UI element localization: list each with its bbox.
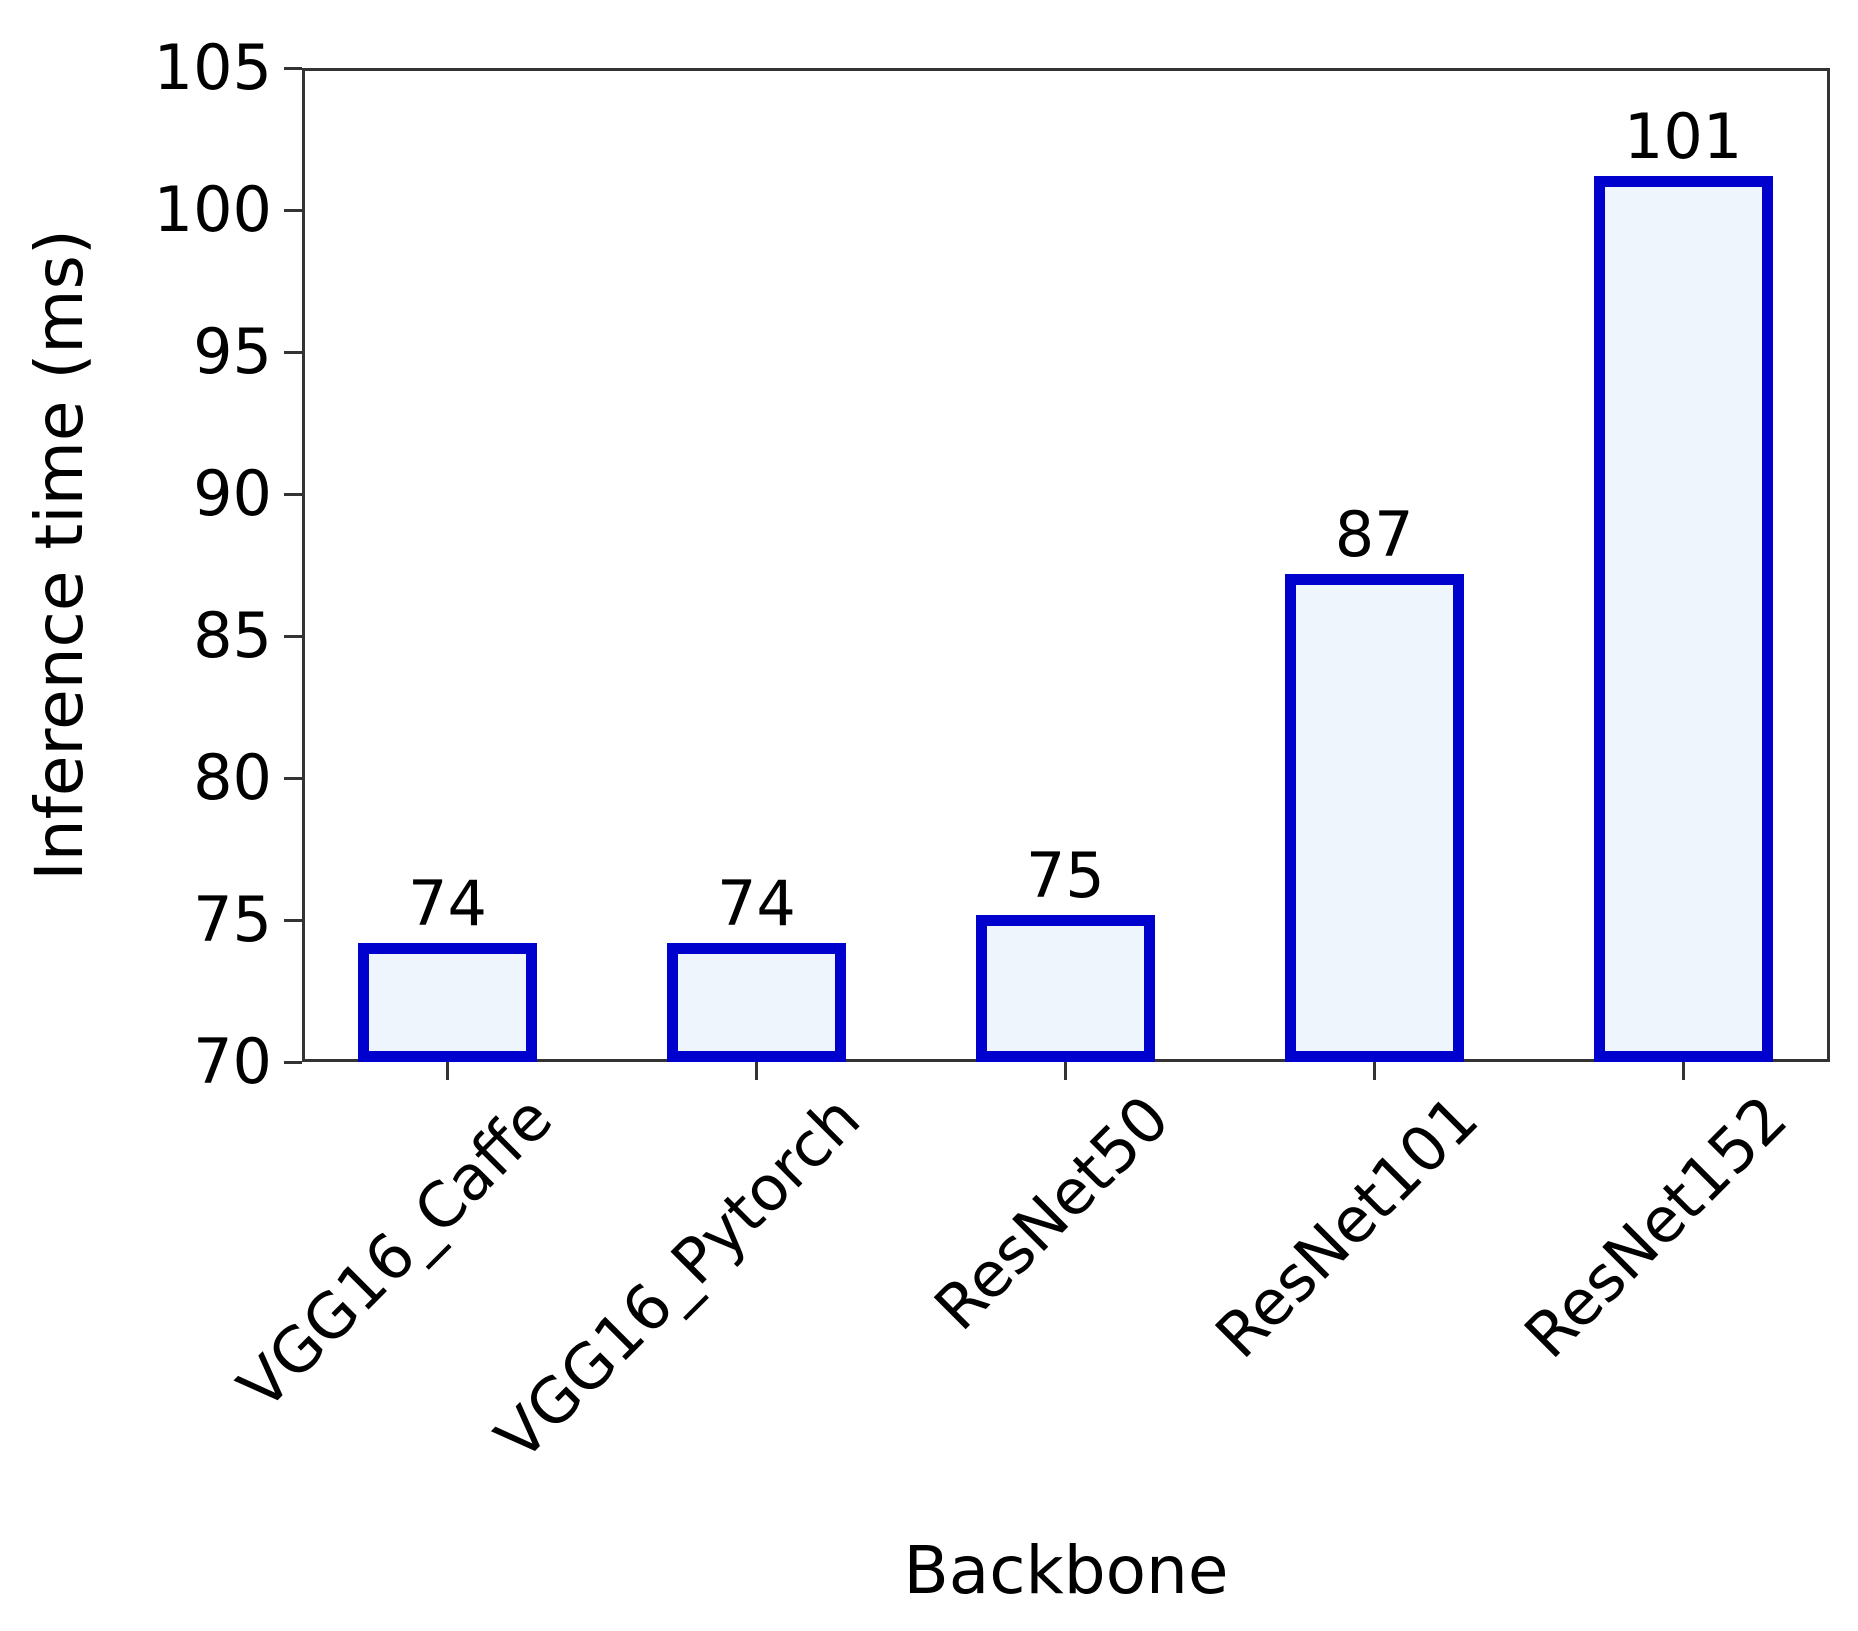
y-tick-mark (284, 634, 302, 638)
y-tick-label: 90 (193, 457, 272, 530)
y-tick-label: 85 (193, 599, 272, 672)
bar-value-label: 101 (1623, 100, 1743, 174)
bar (1593, 176, 1773, 1062)
y-tick-label: 80 (193, 741, 272, 814)
y-axis-label: Inference time (ms) (21, 229, 98, 881)
bar-value-label: 74 (408, 866, 487, 940)
x-tick-mark (1063, 1062, 1067, 1080)
plot-area (302, 68, 1830, 1062)
x-tick-mark (754, 1062, 758, 1080)
y-tick-label: 70 (193, 1025, 272, 1098)
x-tick-mark (1372, 1062, 1376, 1080)
y-tick-mark (284, 918, 302, 922)
bar-value-label: 74 (716, 866, 796, 940)
y-tick-mark (284, 492, 302, 496)
y-tick-mark (284, 208, 302, 212)
y-tick-mark (284, 776, 302, 780)
x-tick-mark (446, 1062, 449, 1080)
y-tick-label: 105 (153, 31, 272, 104)
y-tick-mark (284, 66, 302, 70)
x-axis-label: Backbone (903, 1532, 1229, 1609)
bar (975, 914, 1155, 1062)
bar-value-label: 75 (1025, 838, 1105, 912)
y-tick-mark (284, 350, 302, 354)
bar-value-label: 87 (1334, 497, 1414, 571)
y-tick-label: 75 (193, 883, 272, 956)
x-tick-mark (1681, 1062, 1685, 1080)
y-tick-mark (284, 1060, 302, 1064)
bar (666, 942, 846, 1062)
y-tick-label: 95 (193, 315, 272, 388)
bar (358, 942, 537, 1062)
bar (1284, 573, 1464, 1062)
y-tick-label: 100 (153, 173, 272, 246)
